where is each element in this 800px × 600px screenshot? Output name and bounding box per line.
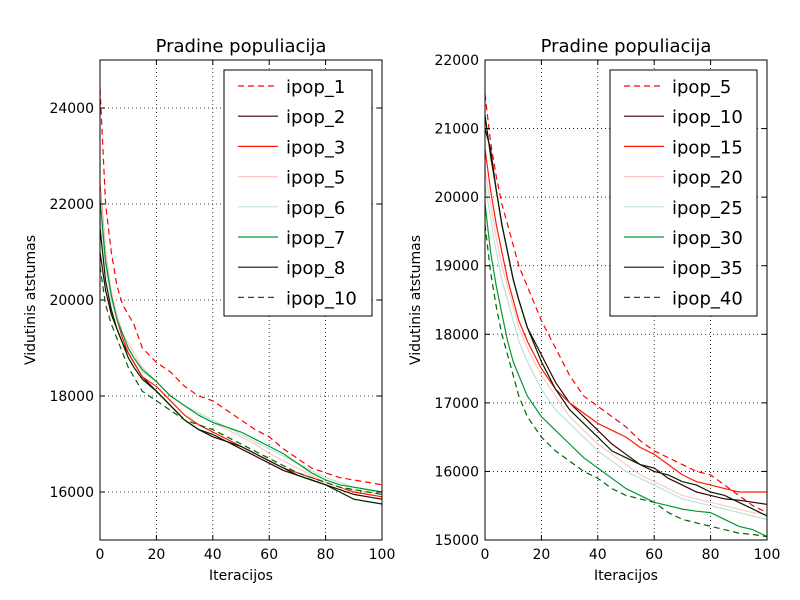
- y-tick-label: 19000: [434, 259, 479, 275]
- y-tick-label: 15000: [434, 533, 479, 549]
- y-tick-label: 16000: [49, 485, 94, 501]
- legend-box: [609, 69, 758, 317]
- y-tick-label: 20000: [434, 190, 479, 206]
- y-tick-label: 22000: [434, 53, 479, 69]
- legend-label-ipop-3: ipop_3: [286, 137, 345, 158]
- series-line-ipop-35: [485, 114, 767, 517]
- y-tick-label: 21000: [434, 122, 479, 138]
- series-line-ipop-8: [100, 227, 382, 505]
- legend-label-ipop-25: ipop_25: [672, 198, 743, 219]
- chart-panel-2: Pradine populiacija 0 20 40 60 80 100 15000 1600…: [408, 36, 780, 584]
- series-line-ipop-1: [100, 88, 382, 486]
- series-line-ipop-40: [485, 224, 767, 538]
- y-tick-label: 16000: [434, 464, 479, 480]
- x-tick-label: 60: [260, 547, 278, 563]
- legend-label-ipop-30: ipop_30: [672, 228, 743, 249]
- legend-label-ipop-5: ipop_5: [672, 77, 731, 98]
- chart-title: Pradine populiacija: [156, 36, 327, 57]
- y-tick-label: 22000: [49, 197, 94, 213]
- legend-label-ipop-7: ipop_7: [286, 228, 345, 249]
- legend-label-ipop-6: ipop_6: [286, 198, 345, 219]
- x-tick-label: 60: [645, 547, 663, 563]
- y-tick-label: 18000: [49, 389, 94, 405]
- y-tick-label: 20000: [49, 293, 94, 309]
- x-tick-label: 20: [147, 547, 165, 563]
- series-line-ipop-5: [485, 94, 767, 514]
- legend-label-ipop-1: ipop_1: [286, 77, 345, 98]
- x-axis-label: Iteracijos: [209, 568, 273, 584]
- x-tick-label: 0: [96, 547, 105, 563]
- series-line-ipop-10: [100, 266, 382, 495]
- legend-label-ipop-20: ipop_20: [672, 168, 743, 189]
- series-group: [100, 88, 382, 505]
- legend-label-ipop-15: ipop_15: [672, 137, 743, 158]
- legend-label-ipop-8: ipop_8: [286, 258, 345, 279]
- series-line-ipop-15: [485, 149, 767, 493]
- series-group: [485, 94, 767, 538]
- legend: ipop_5 ipop_10 ipop_15 ipop_20 ipop_25 ipop_3…: [609, 69, 758, 317]
- legend-label-ipop-10: ipop_10: [286, 288, 357, 309]
- x-tick-label: 80: [317, 547, 335, 563]
- plot-frame: [484, 59, 768, 541]
- y-tick-label: 24000: [49, 101, 94, 117]
- legend-label-ipop-35: ipop_35: [672, 258, 743, 279]
- y-tick-label: 17000: [434, 396, 479, 412]
- chart-panel-1: Pradine populiacija 0 20 40 60 80 100 16000 1800…: [23, 36, 395, 584]
- legend-box: [223, 69, 373, 317]
- x-tick-label: 40: [589, 547, 607, 563]
- series-line-ipop-7: [100, 199, 382, 493]
- series-line-ipop-25: [485, 183, 767, 520]
- x-axis-label: Iteracijos: [594, 568, 658, 584]
- x-tick-label: 40: [204, 547, 222, 563]
- chart-title: Pradine populiacija: [541, 36, 712, 57]
- series-line-ipop-30: [485, 203, 767, 538]
- y-axis-label: Vidutinis atstumas: [408, 235, 424, 365]
- x-tick-label: 100: [754, 547, 781, 563]
- x-tick-label: 80: [702, 547, 720, 563]
- legend: ipop_1 ipop_2 ipop_3 ipop_5 ipop_6 ipop_7ipop…: [223, 69, 373, 317]
- x-tick-label: 100: [369, 547, 396, 563]
- y-tick-label: 18000: [434, 327, 479, 343]
- y-axis-label: Vidutinis atstumas: [23, 235, 39, 365]
- legend-label-ipop-5: ipop_5: [286, 168, 345, 189]
- legend-label-ipop-2: ipop_2: [286, 107, 345, 128]
- legend-label-ipop-10: ipop_10: [672, 107, 743, 128]
- legend-label-ipop-40: ipop_40: [672, 288, 743, 309]
- x-tick-label: 0: [481, 547, 490, 563]
- x-tick-label: 20: [532, 547, 550, 563]
- series-line-ipop-20: [485, 169, 767, 515]
